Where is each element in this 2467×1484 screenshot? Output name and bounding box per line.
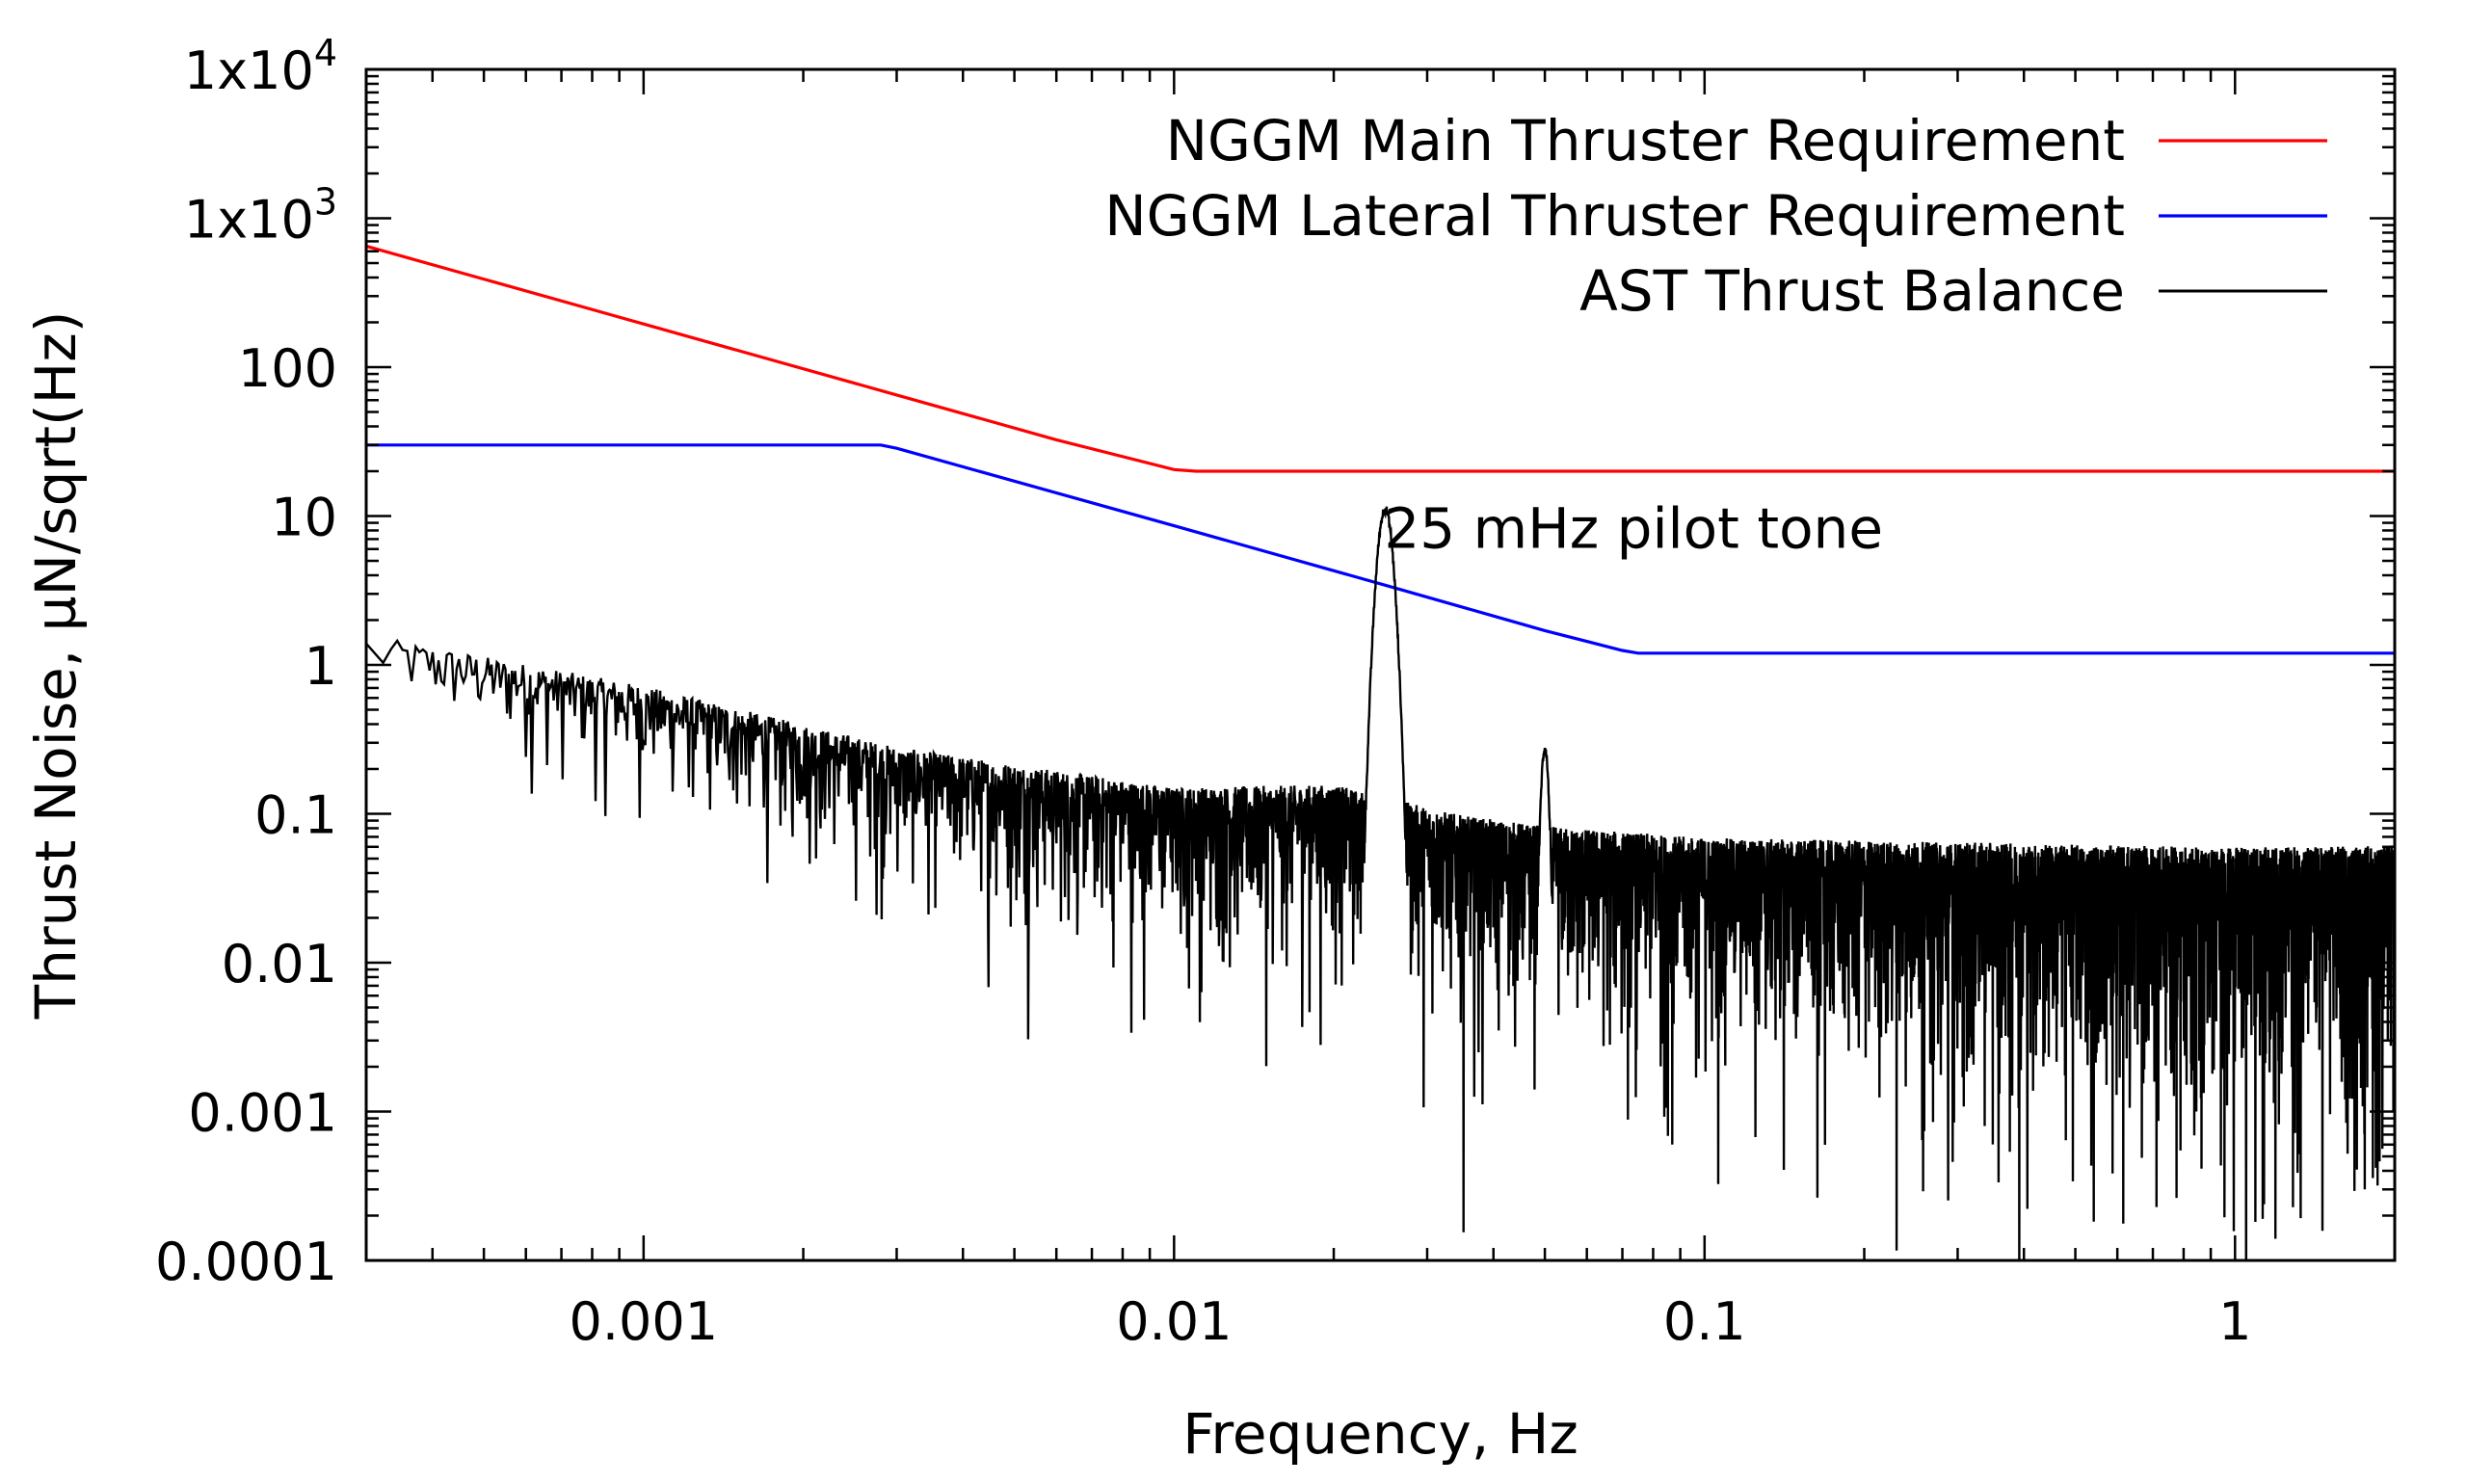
- y-tick-label-base: 1x10: [184, 40, 314, 101]
- y-tick-label-base: 1x10: [184, 190, 314, 251]
- series-line-ast-thrust-balance: [366, 506, 2395, 1260]
- y-axis-label: Thrust Noise, µN/sqrt(Hz): [23, 311, 89, 1020]
- x-axis-label: Frequency, Hz: [1182, 1401, 1578, 1467]
- annotation-pilot-tone: 25 mHz pilot tone: [1384, 495, 1883, 561]
- plot-area: [366, 244, 2395, 1260]
- y-tick-label: 100: [238, 338, 337, 399]
- y-tick-label-exponent: 3: [314, 181, 337, 224]
- x-tick-label: 1: [2218, 1291, 2251, 1352]
- tick-marks: [364, 67, 2397, 1262]
- series-line-lateral-requirement: [366, 443, 2395, 655]
- legend: NGGM Main Thruster Requirement NGGM Later…: [1104, 108, 2327, 324]
- x-tick-label: 0.01: [1116, 1291, 1232, 1352]
- legend-entry: AST Thrust Balance: [1579, 258, 2327, 324]
- y-tick-label: 10: [271, 488, 337, 548]
- y-tick-label: 0.0001: [155, 1232, 337, 1292]
- y-tick-label: 1: [305, 636, 337, 697]
- x-tick-label: 0.1: [1663, 1291, 1746, 1352]
- legend-entry: NGGM Main Thruster Requirement: [1166, 108, 2327, 173]
- y-tick-label: 1x104: [184, 32, 337, 101]
- y-tick-label-exponent: 4: [314, 32, 337, 74]
- legend-label: AST Thrust Balance: [1579, 258, 2125, 324]
- series-line-main-requirement: [366, 244, 2395, 473]
- legend-label: NGGM Main Thruster Requirement: [1166, 108, 2125, 173]
- y-tick-label: 0.001: [188, 1083, 337, 1144]
- y-tick-label: 0.01: [222, 934, 337, 994]
- legend-label: NGGM Lateral Thruster Requirement: [1104, 183, 2125, 249]
- legend-entry: NGGM Lateral Thruster Requirement: [1104, 183, 2327, 249]
- y-tick-label: 0.1: [254, 785, 337, 846]
- y-tick-label: 1x103: [184, 181, 337, 251]
- x-tick-label: 0.001: [570, 1291, 719, 1352]
